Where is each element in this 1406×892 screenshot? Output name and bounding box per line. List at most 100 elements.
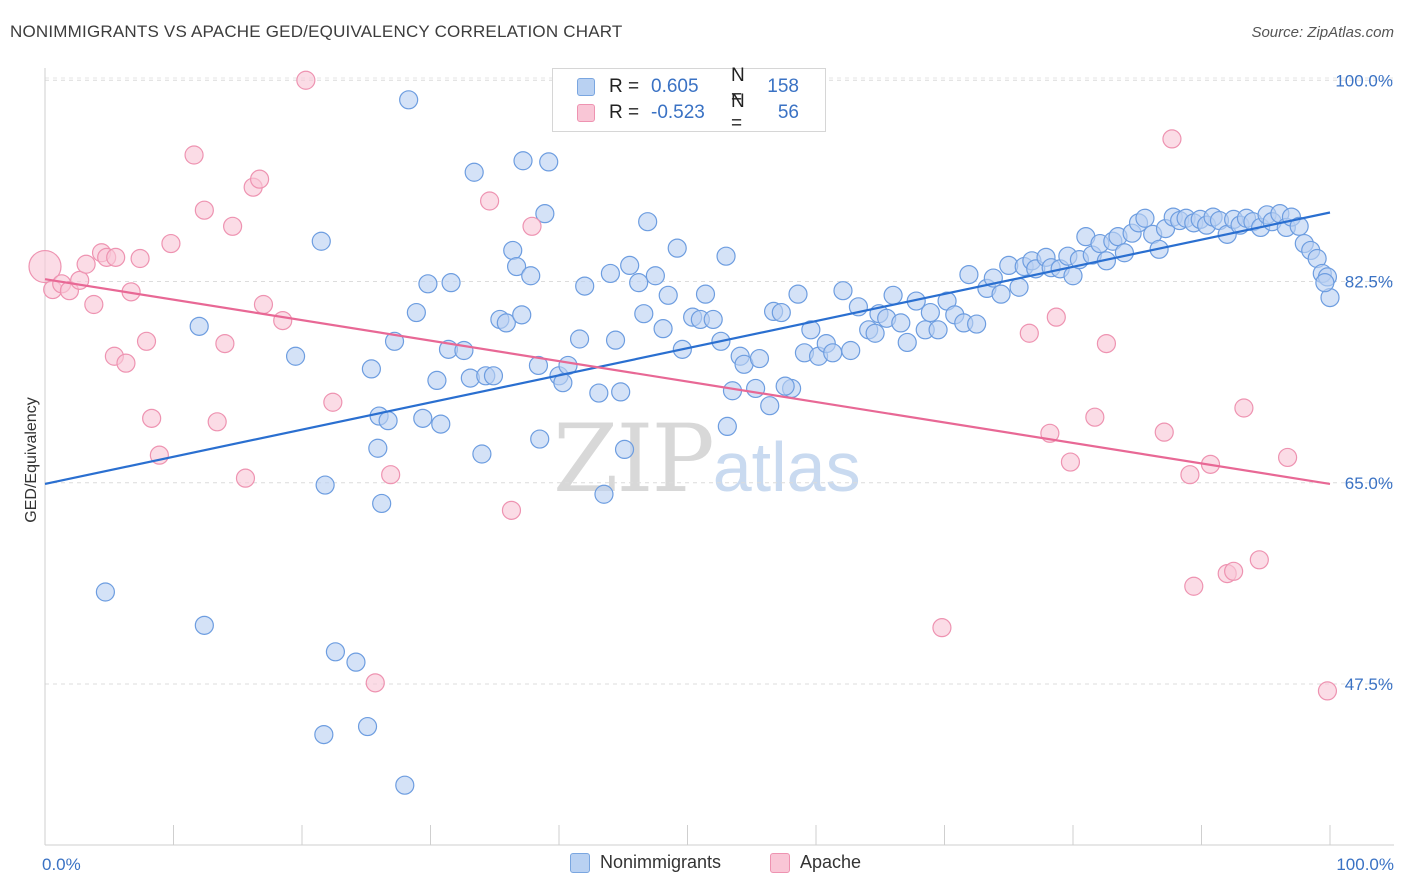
nonimmigrants-point [605, 330, 626, 350]
apache-point [1019, 323, 1039, 343]
apache-point [1180, 465, 1200, 485]
nonimmigrants-point [1114, 243, 1135, 263]
nonimmigrants-point [189, 316, 209, 336]
nonimmigrants-point [357, 716, 378, 737]
nonimmigrants-point [1315, 273, 1335, 293]
nonimmigrants-point [589, 383, 609, 403]
nonimmigrants-point [991, 284, 1011, 304]
watermark-atlas: atlas [712, 428, 861, 506]
y-tick-label: 100.0% [1335, 71, 1393, 90]
nonimmigrants-point [384, 331, 405, 351]
nonimmigrants-point [575, 276, 595, 296]
nonimmigrants-point [629, 273, 649, 293]
legend-swatch-nonimmigrants [577, 78, 595, 96]
x-tick-label-min: 0.0% [42, 855, 81, 874]
apache-point [161, 233, 181, 254]
trend-lines [44, 211, 1331, 485]
legend-r-value: -0.523 [651, 102, 705, 123]
nonimmigrants-point [638, 212, 658, 232]
source-label: Source: ZipAtlas.com [1251, 24, 1394, 41]
nonimmigrants-point [530, 429, 550, 449]
nonimmigrants-point [865, 323, 885, 343]
nonimmigrants-point [503, 240, 523, 261]
nonimmigrants-trend-line [44, 211, 1331, 485]
series-legend: Nonimmigrants Apache [0, 852, 1406, 878]
legend-swatch-nonimmigrants [570, 852, 590, 873]
legend-item-apache[interactable]: Apache [770, 852, 861, 873]
apache-point [323, 392, 343, 412]
apache-point [1162, 129, 1182, 149]
nonimmigrants-point [959, 265, 979, 285]
nonimmigrants-point [512, 305, 532, 325]
apache-point [223, 216, 243, 236]
nonimmigrants-point [667, 238, 687, 258]
nonimmigrants-point [928, 320, 948, 340]
nonimmigrants-point [634, 304, 654, 324]
nonimmigrants-point [620, 255, 640, 275]
apache-point [365, 673, 385, 693]
legend-n-label: N = [731, 91, 745, 134]
nonimmigrants-point [399, 90, 419, 110]
legend-row-apache: R = -0.523 N = 56 [577, 91, 799, 134]
nonimmigrants-point [372, 493, 392, 514]
y-tick-label: 47.5% [1345, 675, 1393, 694]
nonimmigrants-point [883, 285, 903, 305]
apache-point [253, 294, 274, 315]
watermark-zip: ZIP [553, 405, 715, 514]
nonimmigrants-point [346, 652, 366, 672]
nonimmigrants-point [311, 231, 331, 251]
apache-point [1184, 576, 1204, 596]
nonimmigrants-point [361, 359, 381, 379]
apache-point [273, 311, 293, 331]
apache-point [1154, 422, 1174, 442]
apache-point [480, 191, 500, 211]
series-nonimmigrants [95, 90, 1340, 795]
apache-point [1046, 307, 1066, 327]
legend-n-label: N = [731, 65, 745, 108]
nonimmigrants-point [483, 366, 504, 386]
apache-point [184, 145, 204, 165]
nonimmigrants-point [472, 444, 492, 464]
apache-trend-line [44, 278, 1331, 485]
axes [44, 68, 1394, 846]
nonimmigrants-point [314, 724, 334, 745]
nonimmigrants-point [823, 343, 843, 363]
nonimmigrants-point [539, 152, 559, 172]
nonimmigrants-point [1009, 277, 1029, 297]
apache-point [1249, 550, 1269, 570]
nonimmigrants-point [775, 376, 795, 396]
nonimmigrants-point [801, 320, 821, 340]
nonimmigrants-point [406, 302, 426, 323]
x-tick-label-max: 100.0% [1336, 855, 1394, 874]
apache-point [106, 247, 126, 267]
nonimmigrants-point [315, 475, 335, 495]
nonimmigrants-point [967, 314, 987, 334]
chart-title: NONIMMIGRANTS VS APACHE GED/EQUIVALENCY … [10, 22, 623, 41]
apache-point [1060, 452, 1081, 472]
nonimmigrants-point [614, 439, 635, 459]
apache-point [28, 249, 62, 284]
nonimmigrants-point [378, 411, 398, 431]
nonimmigrants-point [569, 329, 590, 349]
nonimmigrants-point [285, 346, 306, 366]
nonimmigrants-point [746, 378, 766, 399]
y-axis-label: GED/Equivalency [23, 397, 40, 522]
nonimmigrants-point [703, 309, 723, 330]
nonimmigrants-point [594, 484, 614, 504]
apache-point [136, 331, 157, 351]
nonimmigrants-point [788, 284, 808, 304]
nonimmigrants-point [716, 246, 736, 266]
legend-label-nonimmigrants: Nonimmigrants [600, 852, 722, 872]
legend-n-value: 56 [777, 102, 799, 123]
nonimmigrants-point [645, 266, 665, 286]
legend-item-nonimmigrants[interactable]: Nonimmigrants [570, 852, 721, 873]
legend-n-value: 158 [767, 76, 799, 97]
nonimmigrants-point [833, 281, 853, 301]
nonimmigrants-point [891, 313, 911, 333]
series-apache [28, 70, 1338, 701]
apache-point [1085, 407, 1105, 427]
nonimmigrants-point [717, 416, 737, 436]
nonimmigrants-point [760, 396, 780, 416]
